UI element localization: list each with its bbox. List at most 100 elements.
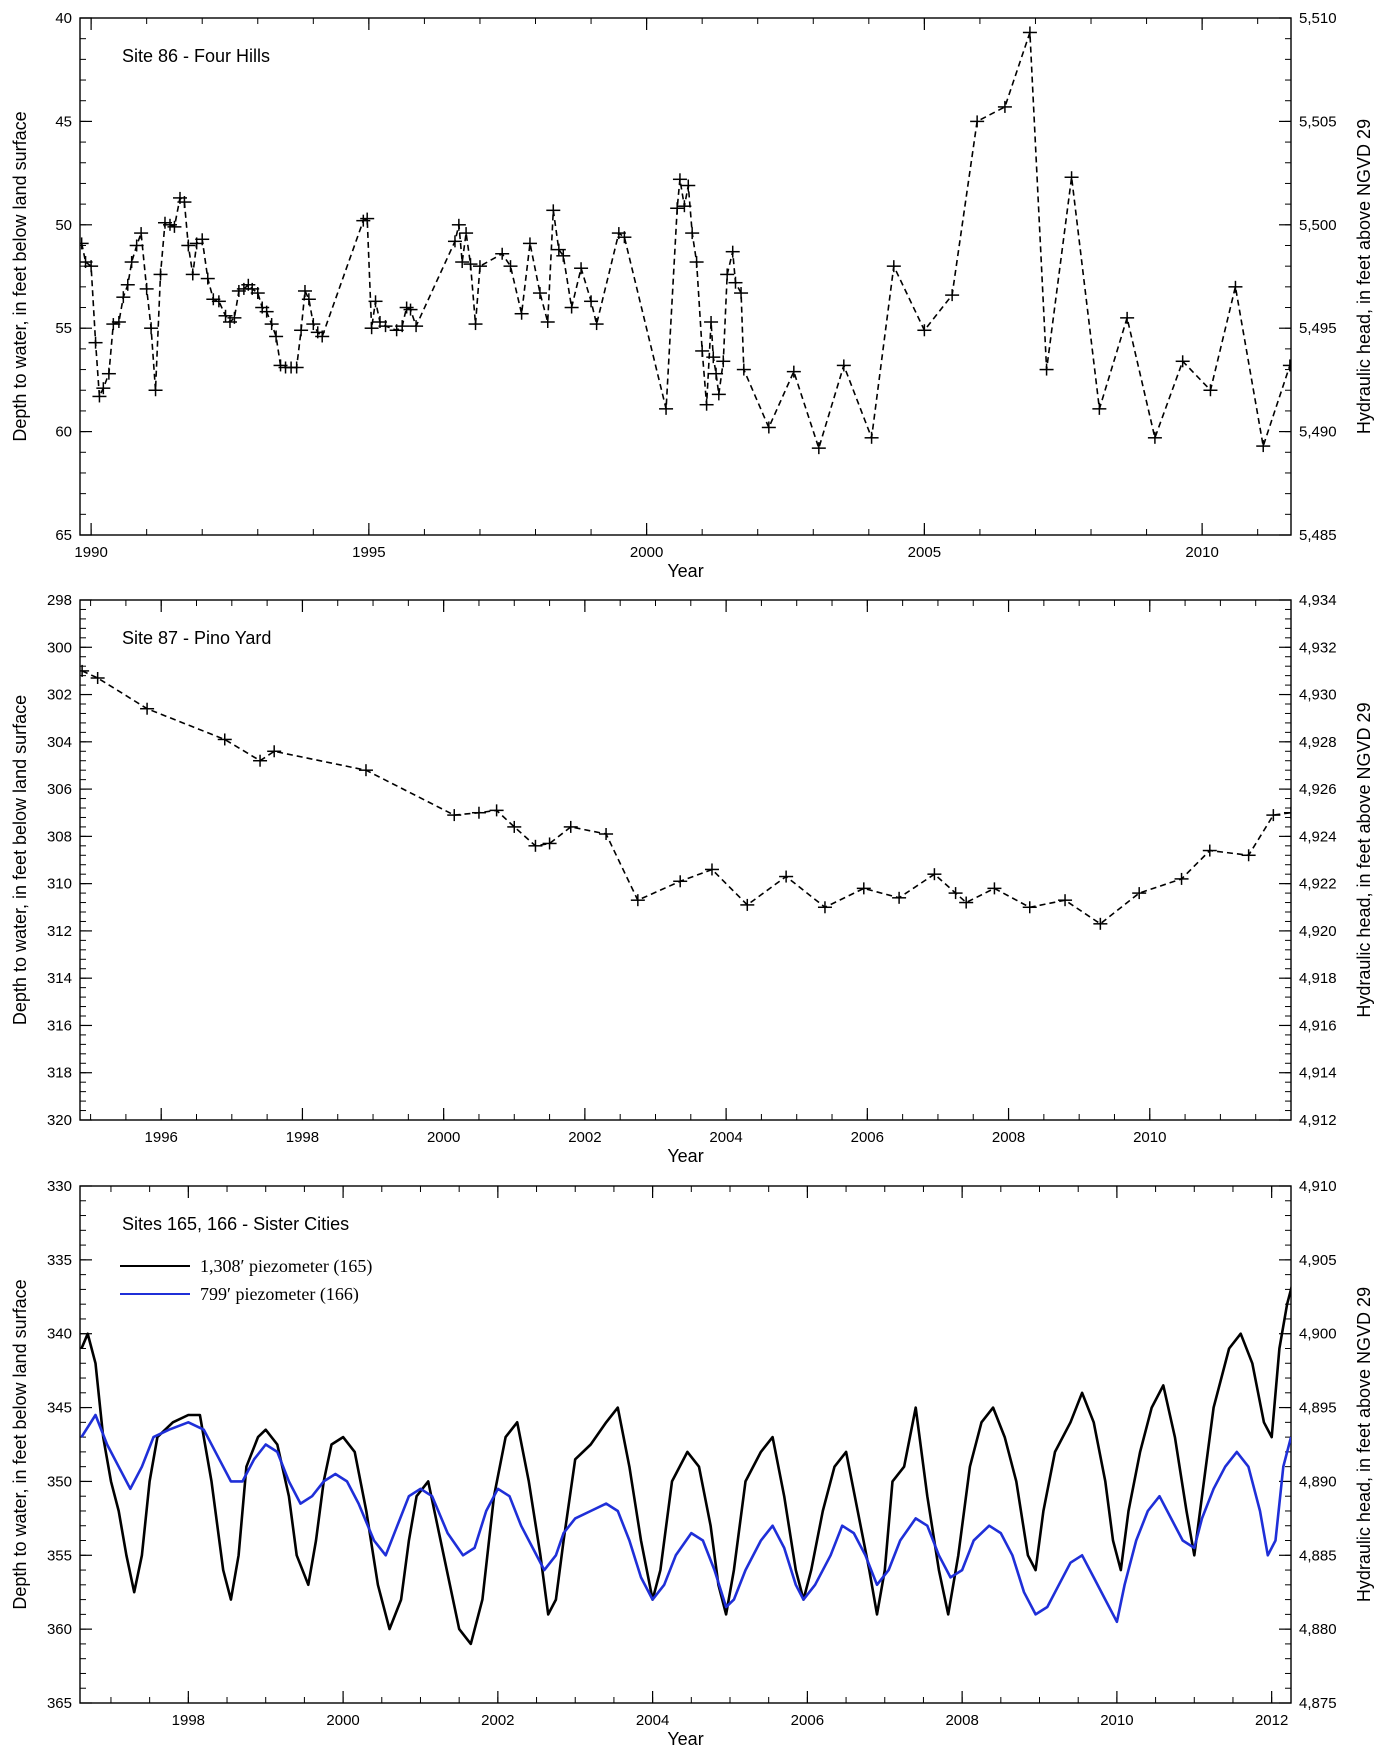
y-tick-label: 360 [47,1621,72,1638]
y-axis-title: Depth to water, in feet below land surfa… [10,695,30,1025]
data-point-marker [699,398,714,411]
data-point-marker [217,733,232,746]
chart-panel-3: 1998 2000 2002 2004 2006 2008 2010 2012 330 4,910… [10,1178,1374,1749]
data-point-marker [1202,844,1217,857]
data-point-marker [734,287,749,300]
data-point-marker [1284,806,1291,819]
data-point-marker [264,318,279,331]
data-point-marker [227,311,242,324]
x-tick-label: 2010 [1100,1712,1133,1729]
data-point-marker [736,363,751,376]
y-tick-label: 60 [55,424,72,441]
data-point-marker [1092,402,1107,415]
data-point-marker [709,367,724,380]
data-point-marker [399,301,414,314]
x-tick-label: 2000 [630,544,663,561]
data-point-marker [200,272,215,285]
data-point-marker [563,820,578,833]
data-point-marker [711,388,726,401]
data-point-marker [206,293,221,306]
data-point-marker [886,260,901,273]
data-point-marker [817,901,832,914]
data-point-marker [528,839,543,852]
series-line-1 [80,1284,1291,1646]
y-right-tick-label: 4,918 [1299,970,1337,987]
y-tick-label: 45 [55,113,72,130]
data-point-marker [1022,901,1037,914]
data-point-marker [80,664,90,677]
data-point-marker [1175,355,1190,368]
x-axis-title: Year [667,561,703,581]
data-point-marker [997,100,1012,113]
plot-area [80,664,1291,930]
x-tick-label: 2006 [791,1712,824,1729]
data-point-marker [1174,872,1189,885]
data-point-marker [306,318,321,331]
data-point-marker [677,200,692,213]
x-tick-label: 2004 [709,1129,742,1146]
y-tick-label: 345 [47,1400,72,1417]
data-point-marker [495,247,510,260]
data-point-marker [1256,440,1271,453]
legend-label: 799′ piezometer (166) [200,1284,359,1305]
data-point-marker [589,318,604,331]
data-point-marker [289,361,304,374]
data-point-marker [1064,171,1079,184]
y-right-tick-label: 4,880 [1299,1621,1337,1638]
x-tick-label: 2010 [1133,1129,1166,1146]
data-point-marker [129,239,144,252]
y-tick-label: 318 [47,1065,72,1082]
data-point-marker [111,315,126,328]
data-point-marker [472,260,487,273]
x-tick-label: 2002 [481,1712,514,1729]
x-tick-label: 2008 [992,1129,1025,1146]
plot-area [80,1284,1291,1646]
data-point-marker [409,320,424,333]
x-axis-title: Year [667,1146,703,1166]
data-point-marker [659,402,674,415]
y-tick-label: 316 [47,1017,72,1034]
y-tick-label: 314 [47,970,72,987]
data-point-marker [253,754,268,767]
y-tick-label: 304 [47,734,72,751]
data-point-marker [1203,384,1218,397]
data-point-marker [716,355,731,368]
data-point-marker [681,179,696,192]
y-tick-label: 355 [47,1547,72,1564]
data-point-marker [507,820,522,833]
y-tick-label: 310 [47,876,72,893]
x-tick-label: 2004 [636,1712,669,1729]
data-point-marker [471,806,486,819]
data-point-marker [927,868,942,881]
data-point-marker [574,262,589,275]
data-point-marker [503,260,518,273]
y-right-tick-label: 4,910 [1299,1178,1337,1195]
chart-panel-2: 1996 1998 2000 2002 2004 2006 2008 2010 298 4,934… [10,592,1374,1166]
data-point-marker [294,324,309,337]
y-right-tick-label: 5,495 [1299,320,1337,337]
data-point-marker [211,295,226,308]
data-point-marker [1241,849,1256,862]
x-tick-label: 2005 [908,544,941,561]
data-point-marker [297,284,312,297]
data-point-marker [259,305,274,318]
y-tick-label: 302 [47,687,72,704]
data-point-marker [84,260,99,273]
data-point-marker [740,898,755,911]
data-point-marker [92,390,107,403]
data-point-marker [378,320,393,333]
data-point-marker [148,384,163,397]
data-point-marker [532,287,547,300]
y-right-tick-label: 4,934 [1299,592,1337,609]
x-tick-label: 2002 [568,1129,601,1146]
x-tick-label: 2012 [1255,1712,1288,1729]
data-point-marker [728,276,743,289]
data-point-marker [704,863,719,876]
data-point-marker [167,220,182,233]
data-point-marker [556,249,571,262]
data-point-marker [120,278,135,291]
y-right-tick-label: 4,916 [1299,1017,1337,1034]
data-point-marker [80,237,89,250]
data-point-marker [959,896,974,909]
x-tick-label: 1995 [352,544,385,561]
